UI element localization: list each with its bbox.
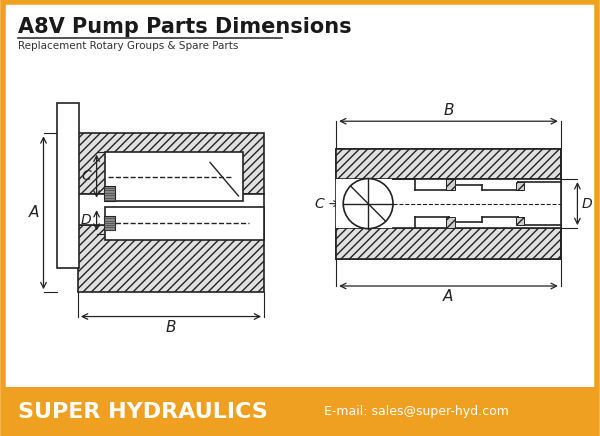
Bar [104,186,115,201]
Text: A: A [28,205,39,220]
Bar [516,182,524,190]
Bar [3,387,597,434]
Bar [446,218,455,228]
Bar [336,149,561,259]
Text: D: D [81,213,92,228]
Bar [516,217,524,225]
Text: D: D [581,197,592,211]
Bar [57,103,79,268]
Bar [336,228,561,259]
Text: Replacement Rotary Groups & Spare Parts: Replacement Rotary Groups & Spare Parts [18,41,238,51]
Text: A: A [443,289,454,304]
Bar [336,179,561,228]
Bar [104,216,115,231]
Text: B: B [166,320,176,335]
Text: E-mail: sales@super-hyd.com: E-mail: sales@super-hyd.com [324,405,509,418]
Text: C: C [82,169,91,183]
Bar [446,179,455,190]
Bar [105,207,264,240]
Bar [105,152,243,201]
Bar [78,225,264,292]
Text: SUPER HYDRAULICS: SUPER HYDRAULICS [18,402,268,422]
Bar [78,133,264,194]
Text: A8V Pump Parts Dimensions: A8V Pump Parts Dimensions [18,17,352,37]
Text: C: C [315,197,325,211]
Bar [78,194,264,225]
Bar [336,149,561,179]
Text: B: B [443,103,454,118]
